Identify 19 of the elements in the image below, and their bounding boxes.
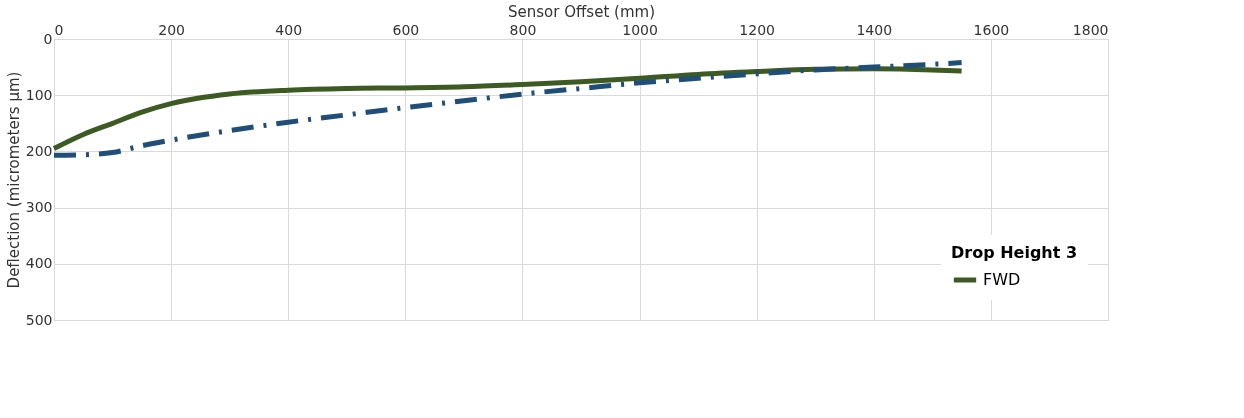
y-tick-label: 200 <box>25 142 53 159</box>
x-tick-label: 400 <box>275 21 303 38</box>
x-tick-label: 800 <box>509 21 537 38</box>
y-tick-label: 100 <box>25 86 53 103</box>
y-axis-title: Deflection (micrometers μm) <box>4 71 23 289</box>
x-tick-label: 1000 <box>622 21 658 38</box>
x-tick-label: 1400 <box>856 21 893 38</box>
x-tick-label: 1600 <box>973 21 1010 38</box>
x-tick-label: 600 <box>392 21 420 38</box>
x-tick-label: 0 <box>54 21 64 38</box>
x-tick-label: 1800 <box>1072 21 1109 38</box>
x-axis-title: Sensor Offset (mm) <box>508 2 655 21</box>
x-tick-label: 200 <box>158 21 185 38</box>
y-tick-label: 400 <box>25 255 53 272</box>
legend-label: FWD <box>983 270 1021 289</box>
x-tick-label: 1200 <box>739 21 775 38</box>
y-tick-label: 500 <box>25 311 53 328</box>
y-tick-label: 300 <box>25 199 53 216</box>
legend-title: Drop Height 3 <box>951 243 1078 262</box>
